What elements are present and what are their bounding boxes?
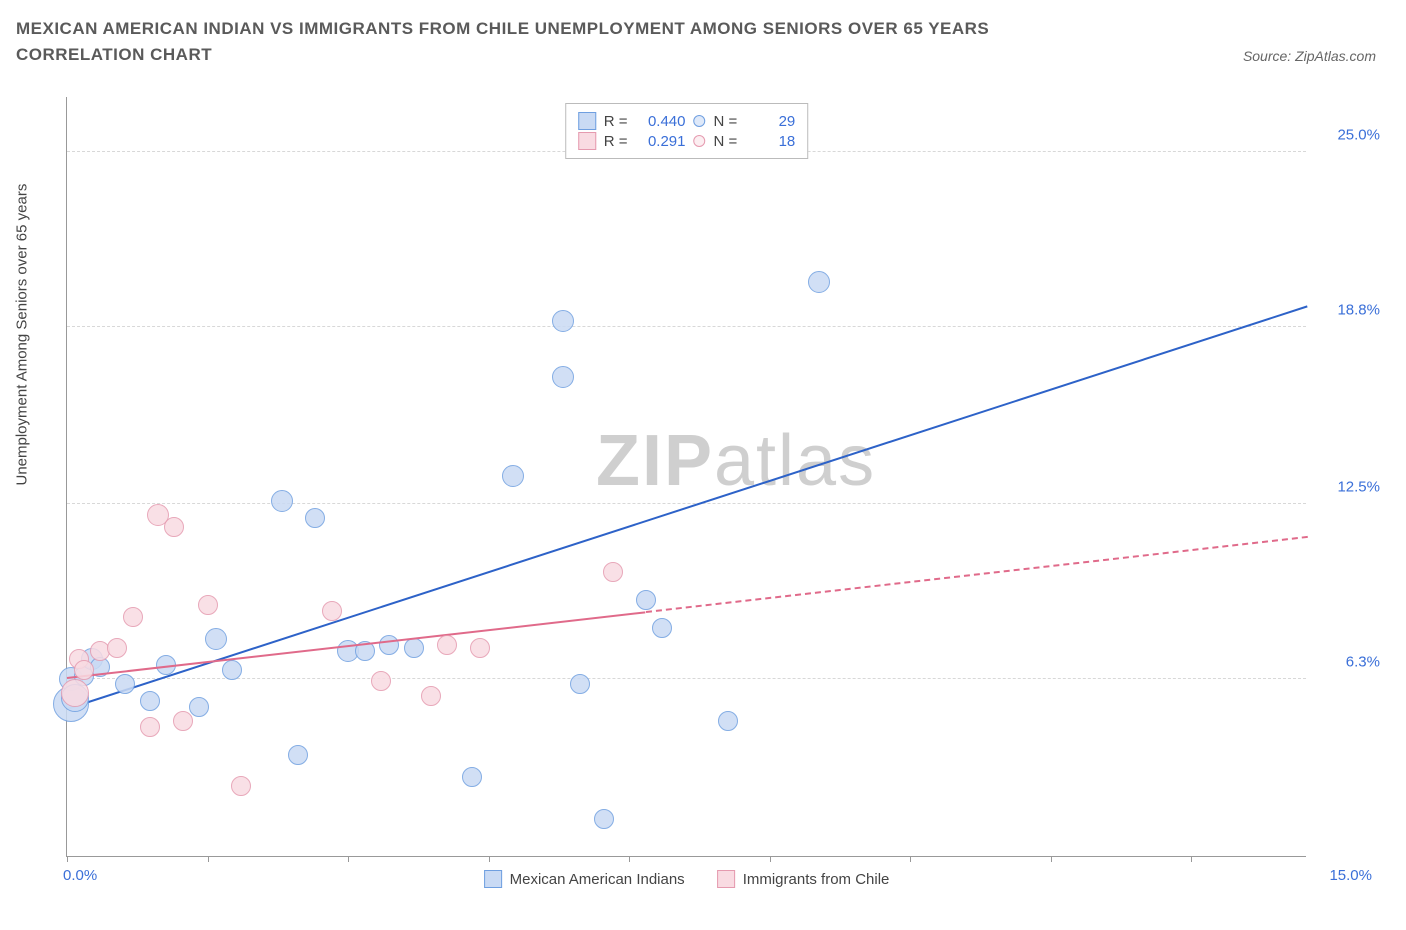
data-point [305, 508, 325, 528]
series-legend: Mexican American Indians Immigrants from … [484, 870, 890, 888]
data-point [552, 310, 574, 332]
data-point [189, 697, 209, 717]
trend-line [646, 536, 1308, 613]
y-tick-label: 12.5% [1337, 479, 1380, 496]
data-point [107, 638, 127, 658]
n-label: N = [714, 113, 738, 130]
legend-item: Mexican American Indians [484, 870, 685, 888]
x-tick [1191, 856, 1192, 862]
data-point [231, 776, 251, 796]
y-tick-label: 25.0% [1337, 127, 1380, 144]
x-tick [208, 856, 209, 862]
r-label: R = [604, 113, 628, 130]
data-point [437, 635, 457, 655]
data-point [140, 717, 160, 737]
data-point [271, 490, 293, 512]
y-tick-label: 18.8% [1337, 301, 1380, 318]
data-point [74, 660, 94, 680]
legend-row: R = 0.440 N = 29 [578, 112, 796, 130]
legend-marker [694, 135, 706, 147]
legend-swatch [717, 870, 735, 888]
legend-swatch [578, 132, 596, 150]
data-point [421, 686, 441, 706]
data-point [594, 809, 614, 829]
legend-swatch [484, 870, 502, 888]
x-tick [489, 856, 490, 862]
data-point [570, 674, 590, 694]
chart-container: Unemployment Among Seniors over 65 years… [16, 87, 1390, 907]
y-axis-label: Unemployment Among Seniors over 65 years [14, 184, 31, 486]
x-max-label: 15.0% [1329, 867, 1372, 884]
correlation-legend: R = 0.440 N = 29 R = 0.291 N = 18 [565, 103, 809, 159]
data-point [462, 767, 482, 787]
x-tick [910, 856, 911, 862]
data-point [288, 745, 308, 765]
data-point [205, 628, 227, 650]
legend-label: Mexican American Indians [510, 871, 685, 888]
r-value: 0.291 [636, 133, 686, 150]
gridline [67, 326, 1306, 327]
data-point [222, 660, 242, 680]
data-point [173, 711, 193, 731]
data-point [379, 635, 399, 655]
data-point [115, 674, 135, 694]
x-min-label: 0.0% [63, 867, 97, 884]
trend-line [67, 305, 1308, 709]
data-point [123, 607, 143, 627]
data-point [61, 679, 89, 707]
plot-area: ZIPatlas 6.3%12.5%18.8%25.0%0.0%15.0%R =… [66, 97, 1306, 857]
x-tick [67, 856, 68, 862]
data-point [322, 601, 342, 621]
data-point [164, 517, 184, 537]
gridline [67, 678, 1306, 679]
data-point [652, 618, 672, 638]
x-tick [770, 856, 771, 862]
legend-row: R = 0.291 N = 18 [578, 132, 796, 150]
x-tick [1051, 856, 1052, 862]
r-value: 0.440 [636, 113, 686, 130]
data-point [552, 366, 574, 388]
data-point [718, 711, 738, 731]
data-point [198, 595, 218, 615]
data-point [371, 671, 391, 691]
data-point [636, 590, 656, 610]
data-point [603, 562, 623, 582]
legend-swatch [578, 112, 596, 130]
n-value: 18 [745, 133, 795, 150]
chart-title: MEXICAN AMERICAN INDIAN VS IMMIGRANTS FR… [16, 16, 1116, 67]
data-point [404, 638, 424, 658]
r-label: R = [604, 133, 628, 150]
data-point [470, 638, 490, 658]
legend-item: Immigrants from Chile [717, 870, 890, 888]
source-attribution: Source: ZipAtlas.com [1243, 48, 1376, 64]
gridline [67, 503, 1306, 504]
data-point [502, 465, 524, 487]
x-tick [348, 856, 349, 862]
legend-marker [694, 115, 706, 127]
data-point [140, 691, 160, 711]
n-label: N = [714, 133, 738, 150]
y-tick-label: 6.3% [1346, 653, 1380, 670]
trend-line [67, 611, 646, 679]
x-tick [629, 856, 630, 862]
legend-label: Immigrants from Chile [743, 871, 890, 888]
data-point [808, 271, 830, 293]
n-value: 29 [745, 113, 795, 130]
